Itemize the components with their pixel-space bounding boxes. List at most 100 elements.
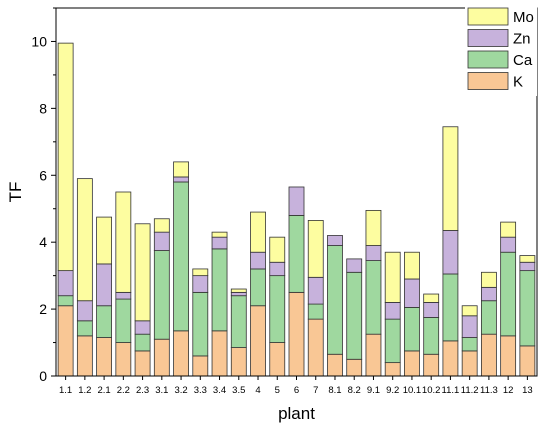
bar-Mo-1.2 (76, 178, 93, 302)
bar-Mo-2.3 (134, 223, 151, 322)
bar-K-11.1 (442, 340, 459, 377)
bar-Ca-2.2 (115, 298, 132, 343)
bar-K-3.4 (211, 330, 228, 377)
bar-Ca-11.2 (461, 337, 478, 352)
bar-Mo-2.1 (96, 216, 113, 265)
bar-Zn-1.2 (76, 300, 93, 322)
bar-K-1.2 (76, 335, 93, 377)
bar-Zn-10.1 (404, 278, 420, 308)
bar-Mo-11.1 (442, 126, 459, 231)
bar-Mo-7 (307, 220, 324, 278)
bar-Mo-3.4 (211, 231, 228, 238)
bar-Zn-2.2 (115, 291, 132, 300)
bar-Zn-1.1 (57, 270, 74, 297)
bar-K-9.1 (365, 333, 382, 377)
bar-Mo-5 (269, 236, 286, 263)
bar-Ca-1.1 (57, 295, 74, 307)
bar-Mo-12 (500, 221, 517, 238)
bar-Mo-13 (519, 255, 536, 263)
x-tick-label: 1.2 (78, 385, 91, 396)
bar-Ca-3.4 (211, 248, 228, 332)
x-tick-label: 5 (275, 385, 280, 396)
bar-Zn-7 (307, 276, 324, 305)
bar-Mo-4 (250, 211, 266, 253)
x-tick-label: 4 (255, 385, 260, 396)
y-axis-title: TF (6, 182, 25, 203)
bar-Mo-11.3 (480, 271, 497, 288)
bar-Ca-2.1 (96, 305, 113, 338)
bar-Zn-8.1 (327, 235, 343, 246)
x-tick-label: 11.2 (461, 385, 479, 396)
bar-Zn-9.2 (384, 301, 401, 320)
bar-Zn-3.1 (153, 231, 170, 251)
legend-swatch-Ca (467, 50, 509, 69)
bar-Ca-10.1 (404, 307, 420, 352)
bar-K-2.2 (115, 342, 132, 377)
bar-Zn-3.5 (230, 291, 247, 297)
bar-Ca-3.3 (192, 291, 209, 357)
bar-Mo-1.1 (57, 42, 74, 272)
x-tick-label: 11.1 (442, 385, 460, 396)
bar-K-1.1 (57, 305, 74, 377)
bar-Zn-2.1 (96, 263, 113, 307)
x-tick-label: 2.1 (97, 385, 110, 396)
x-tick-label: 7 (313, 385, 318, 396)
legend-swatch-Zn (467, 29, 509, 47)
y-tick-label: 10 (31, 33, 47, 49)
x-tick-label: 3.5 (232, 385, 245, 396)
bar-K-2.3 (134, 350, 151, 377)
bar-K-9.2 (384, 362, 401, 377)
x-tick-label: 9.1 (367, 385, 380, 396)
bar-K-13 (519, 345, 536, 377)
bar-K-8.1 (327, 353, 343, 377)
legend-label-Zn: Zn (513, 31, 531, 48)
x-tick-label: 2.2 (117, 385, 130, 396)
bar-Ca-10.2 (423, 317, 440, 355)
x-tick-label: 11.3 (480, 385, 498, 396)
bar-Ca-2.3 (134, 333, 151, 352)
bar-Ca-11.3 (480, 300, 497, 335)
bar-Ca-3.5 (230, 295, 247, 348)
x-tick-label: 10.1 (403, 385, 422, 396)
bar-Zn-3.4 (211, 236, 228, 250)
x-tick-label: 3.1 (155, 385, 168, 396)
bar-Mo-3.3 (192, 268, 209, 277)
x-axis-title: plant (278, 404, 315, 423)
bar-Zn-11.1 (442, 230, 459, 275)
legend: Mo Zn Ca K (465, 6, 537, 96)
bar-Ca-6 (288, 215, 305, 293)
bar-Ca-9.2 (384, 318, 401, 364)
bar-Mo-3.2 (173, 161, 189, 178)
bar-Ca-8.2 (346, 271, 363, 360)
bar-K-12 (500, 335, 517, 377)
bar-Mo-9.1 (365, 209, 382, 246)
bar-Zn-11.2 (461, 315, 478, 338)
legend-label-K: K (513, 74, 523, 91)
legend-swatch-Mo (467, 7, 509, 26)
bar-Zn-6 (288, 186, 305, 216)
y-tick-label: 6 (39, 167, 47, 183)
bars-layer (57, 42, 536, 377)
y-tick-label: 4 (39, 234, 47, 250)
legend-swatch-K (467, 72, 509, 90)
bar-K-3.1 (153, 338, 170, 377)
bar-K-6 (288, 291, 305, 377)
bar-Zn-12 (500, 236, 517, 253)
bar-Ca-12 (500, 251, 517, 337)
bar-K-3.3 (192, 355, 209, 377)
bar-K-3.5 (230, 347, 247, 377)
x-tick-label: 2.3 (136, 385, 149, 396)
bar-Ca-4 (250, 268, 266, 307)
x-tick-label: 8.2 (348, 385, 361, 396)
legend-label-Mo: Mo (513, 9, 534, 26)
bar-Zn-11.3 (480, 286, 497, 302)
bar-K-11.3 (480, 333, 497, 377)
bar-Ca-7 (307, 303, 324, 320)
bar-K-8.2 (346, 358, 363, 377)
bar-Ca-3.2 (173, 181, 189, 332)
bar-Zn-10.2 (423, 301, 440, 318)
bar-Ca-13 (519, 270, 536, 347)
bar-Zn-2.3 (134, 320, 151, 335)
bar-Mo-10.2 (423, 293, 440, 303)
